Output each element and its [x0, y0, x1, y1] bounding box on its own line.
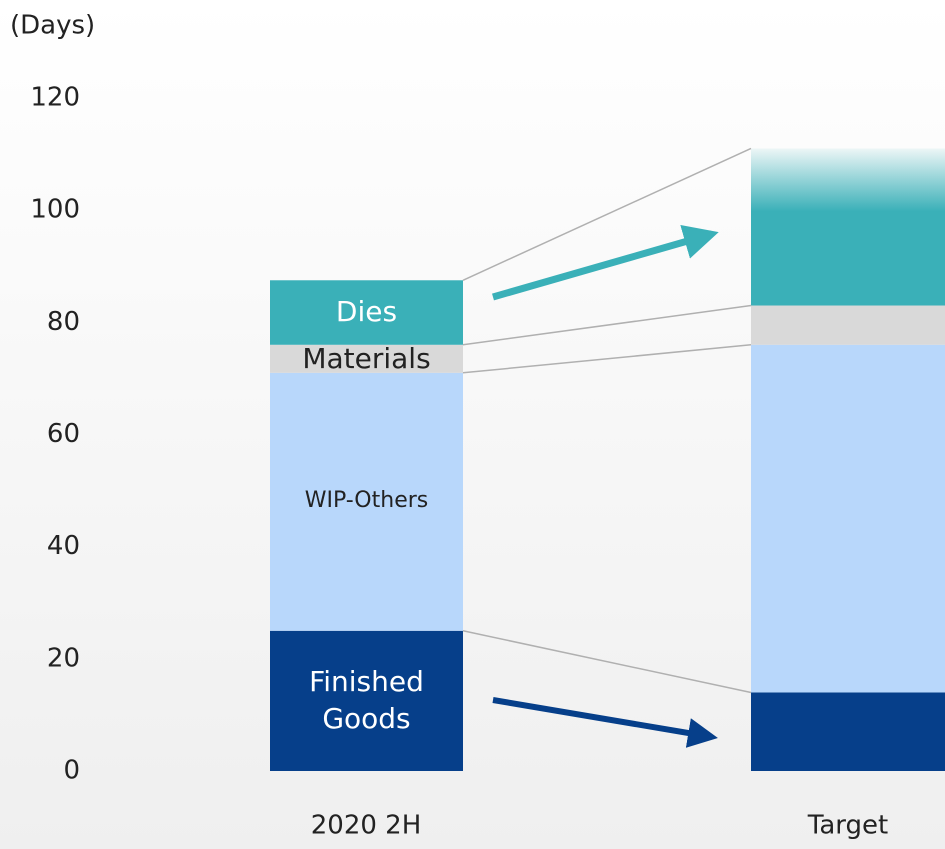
y-tick-label: 100 [30, 195, 80, 225]
y-tick-label: 20 [47, 643, 80, 673]
segment-label: WIP-Others [304, 488, 429, 514]
arrow [492, 697, 718, 748]
bar-segment [751, 148, 945, 306]
segment-label: Dies [335, 295, 398, 329]
bar-segment [270, 280, 463, 345]
y-tick-label: 120 [30, 83, 80, 113]
segment-label: Materials [302, 341, 431, 375]
bar-segment [270, 372, 463, 631]
y-tick-label: 80 [47, 307, 80, 337]
bar-segment [270, 344, 463, 373]
y-tick-label: 0 [63, 756, 80, 786]
bar-segment [270, 630, 463, 771]
connector [462, 147, 752, 281]
connector [462, 630, 752, 694]
arrow [492, 224, 719, 301]
y-tick-label: 40 [47, 531, 80, 561]
y-tick-label: 60 [47, 419, 80, 449]
bar-segment [751, 344, 945, 693]
connector [462, 304, 752, 346]
y-axis-label: (Days) [10, 11, 95, 41]
connector [462, 344, 752, 374]
segment-label: Finished Goods [309, 665, 424, 735]
bar-segment [751, 692, 945, 771]
x-tick-label: Target [807, 811, 888, 841]
bar-segment [751, 305, 945, 345]
x-tick-label: 2020 2H [311, 811, 422, 841]
